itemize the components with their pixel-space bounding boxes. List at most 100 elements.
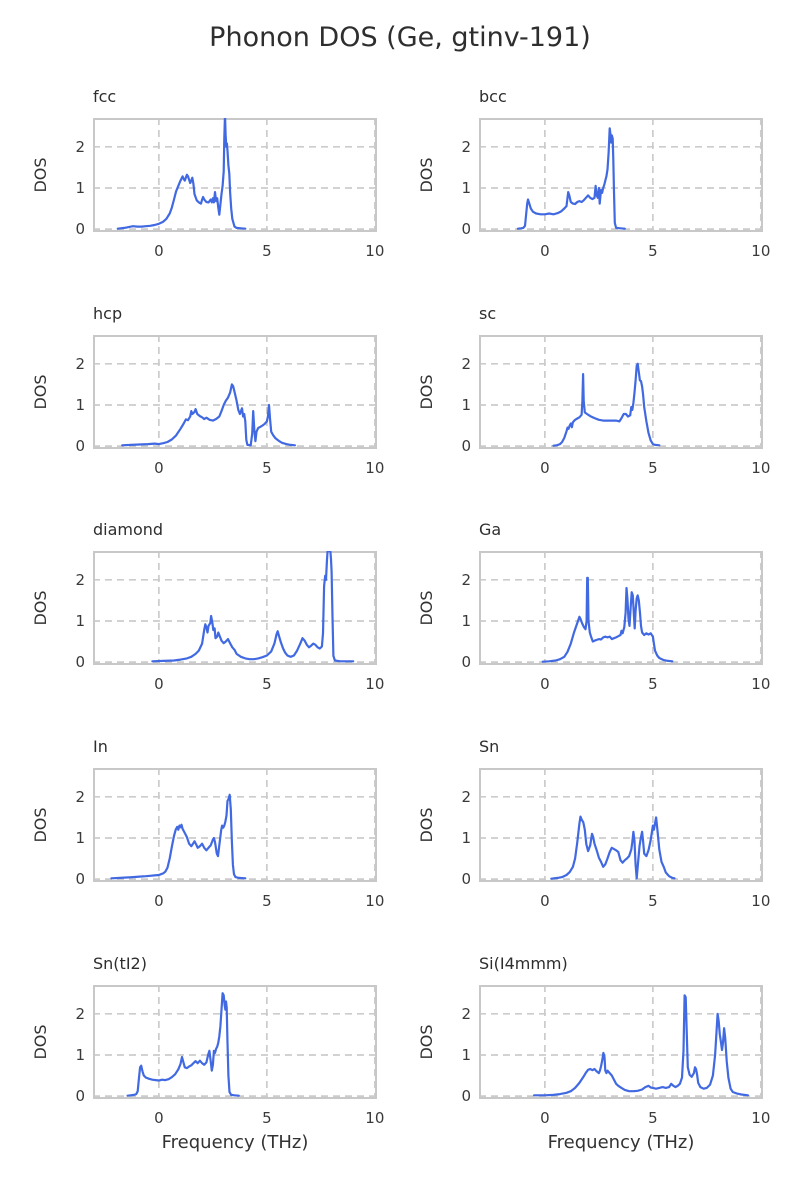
plot-area-diamond [93, 551, 377, 665]
subplot-title-sc: sc [479, 304, 497, 323]
plot-area-in [93, 768, 377, 882]
figure-title: Phonon DOS (Ge, gtinv-191) [209, 22, 591, 53]
plot-area-sn-ti2 [93, 985, 377, 1099]
dos-curve-fcc [116, 118, 247, 230]
dos-curve-hcp [121, 383, 296, 447]
x-axis-label-si-i4mmm: Frequency (THz) [547, 1132, 695, 1153]
y-tick-sc-0: 0 [461, 437, 471, 456]
subplot-title-fcc: fcc [93, 87, 117, 106]
plot-area-sc [479, 335, 763, 449]
y-tick-ga-2: 2 [461, 570, 471, 589]
x-tick-hcp-10: 10 [365, 459, 385, 477]
x-tick-bcc-5: 5 [648, 242, 658, 260]
subplot-title-in: In [93, 737, 108, 756]
x-tick-sc-0: 0 [540, 459, 550, 477]
x-tick-ga-0: 0 [540, 675, 550, 693]
plot-area-fcc [93, 118, 377, 232]
subplot-title-sn-ti2: Sn(tI2) [93, 954, 147, 973]
y-axis-label-hcp: DOS [30, 374, 50, 410]
plot-area-hcp [93, 335, 377, 449]
y-tick-sn-ti2-1: 1 [75, 1045, 85, 1064]
axes-border-bcc [479, 118, 763, 232]
y-tick-hcp-0: 0 [75, 437, 85, 456]
x-tick-in-10: 10 [365, 892, 385, 910]
y-axis-label-fcc: DOS [30, 157, 50, 193]
x-tick-diamond-10: 10 [365, 675, 385, 693]
plot-area-sn [479, 768, 763, 882]
y-axis-label-in: DOS [30, 807, 50, 843]
y-tick-sc-2: 2 [461, 354, 471, 373]
x-tick-ga-10: 10 [751, 675, 771, 693]
y-tick-diamond-2: 2 [75, 570, 85, 589]
dos-curve-sn [550, 815, 676, 880]
x-tick-fcc-0: 0 [154, 242, 164, 260]
y-tick-diamond-0: 0 [75, 653, 85, 672]
dos-curve-si-i4mmm [532, 994, 749, 1097]
y-tick-sc-1: 1 [461, 395, 471, 414]
x-tick-in-0: 0 [154, 892, 164, 910]
y-tick-diamond-1: 1 [75, 611, 85, 630]
dos-curve-bcc [516, 127, 626, 230]
dos-curve-diamond [151, 551, 355, 663]
y-tick-sn-0: 0 [461, 870, 471, 889]
y-tick-hcp-2: 2 [75, 354, 85, 373]
y-tick-si-i4mmm-1: 1 [461, 1045, 471, 1064]
subplot-title-bcc: bcc [479, 87, 507, 106]
y-axis-label-sn: DOS [416, 807, 436, 843]
x-axis-label-sn-ti2: Frequency (THz) [161, 1132, 309, 1153]
x-tick-sc-10: 10 [751, 459, 771, 477]
x-tick-diamond-0: 0 [154, 675, 164, 693]
y-tick-hcp-1: 1 [75, 395, 85, 414]
subplot-title-si-i4mmm: Si(I4mmm) [479, 954, 568, 973]
axes-border-sc [479, 335, 763, 449]
y-axis-label-si-i4mmm: DOS [416, 1024, 436, 1060]
x-tick-si-i4mmm-5: 5 [648, 1109, 658, 1127]
y-tick-in-1: 1 [75, 828, 85, 847]
axes-border-sn [479, 768, 763, 882]
dos-curve-in [110, 793, 247, 880]
subplot-title-diamond: diamond [93, 520, 164, 539]
x-tick-sc-5: 5 [648, 459, 658, 477]
x-tick-si-i4mmm-10: 10 [751, 1109, 771, 1127]
axes-border-hcp [93, 335, 377, 449]
y-tick-bcc-2: 2 [461, 137, 471, 156]
y-tick-sn-ti2-0: 0 [75, 1087, 85, 1106]
y-tick-in-0: 0 [75, 870, 85, 889]
y-tick-si-i4mmm-0: 0 [461, 1087, 471, 1106]
y-tick-in-2: 2 [75, 787, 85, 806]
y-tick-fcc-2: 2 [75, 137, 85, 156]
y-axis-label-diamond: DOS [30, 590, 50, 626]
y-tick-fcc-0: 0 [75, 220, 85, 239]
y-axis-label-ga: DOS [416, 590, 436, 626]
dos-curve-sc [552, 362, 661, 447]
plot-area-ga [479, 551, 763, 665]
y-tick-sn-1: 1 [461, 828, 471, 847]
plot-area-bcc [479, 118, 763, 232]
x-tick-sn-0: 0 [540, 892, 550, 910]
axes-border-ga [479, 551, 763, 665]
x-tick-hcp-0: 0 [154, 459, 164, 477]
dos-curve-ga [541, 576, 674, 663]
x-tick-ga-5: 5 [648, 675, 658, 693]
x-tick-fcc-5: 5 [262, 242, 272, 260]
x-tick-si-i4mmm-0: 0 [540, 1109, 550, 1127]
x-tick-diamond-5: 5 [262, 675, 272, 693]
x-tick-sn-ti2-10: 10 [365, 1109, 385, 1127]
y-tick-ga-0: 0 [461, 653, 471, 672]
x-tick-sn-10: 10 [751, 892, 771, 910]
y-tick-bcc-1: 1 [461, 178, 471, 197]
x-tick-bcc-10: 10 [751, 242, 771, 260]
axes-border-fcc [93, 118, 377, 232]
subplot-title-ga: Ga [479, 520, 502, 539]
plot-area-si-i4mmm [479, 985, 763, 1099]
axes-border-in [93, 768, 377, 882]
y-axis-label-bcc: DOS [416, 157, 436, 193]
y-tick-sn-ti2-2: 2 [75, 1004, 85, 1023]
dos-curve-sn-ti2 [126, 992, 240, 1097]
y-tick-fcc-1: 1 [75, 178, 85, 197]
x-tick-fcc-10: 10 [365, 242, 385, 260]
axes-border-diamond [93, 551, 377, 665]
axes-border-si-i4mmm [479, 985, 763, 1099]
y-axis-label-sn-ti2: DOS [30, 1024, 50, 1060]
